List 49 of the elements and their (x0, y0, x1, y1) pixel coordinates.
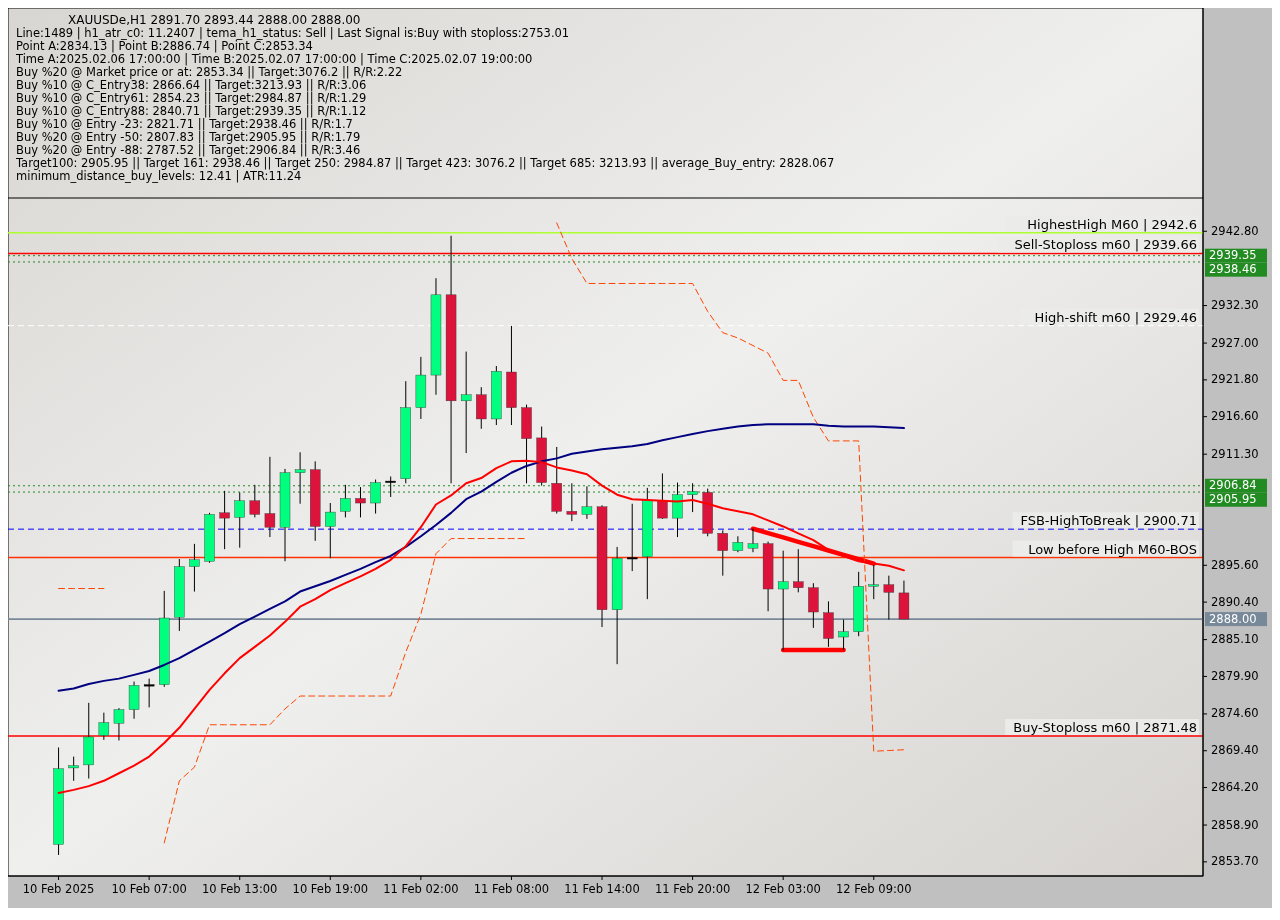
text: Buy %10 @ Entry -23: 2821.71 || Target:2938.46 || R/R:1.7 (16, 117, 353, 131)
text: Buy %20 @ Market price or at: 2853.34 || Target:3076.2 || R/R:2.22 (16, 65, 403, 79)
x-tick-label: 10 Feb 13:00 (201, 882, 278, 896)
text: Buy %10 @ C_Entry61: 2854.23 || Target:2984.87 || R/R:1.29 (16, 91, 367, 105)
ref-line-label: 2906.84 (1209, 478, 1257, 493)
y-tick-label: 2869.40 (1211, 743, 1259, 758)
text: Buy %20 @ Entry -88: 2787.52 || Target:2906.84 || R/R:3.46 (16, 143, 361, 157)
text: Point A:2834.13 | Point B:2886.74 | Point C:2853.34 (16, 39, 313, 53)
x-tick-label: 10 Feb 07:00 (111, 882, 187, 896)
x-tick-label: 11 Feb 14:00 (564, 882, 640, 896)
y-tick-label: 2932.30 (1211, 298, 1259, 313)
y-tick-label: 2858.90 (1211, 817, 1259, 832)
y-tick-label: 2911.30 (1211, 446, 1259, 461)
text: Buy %10 @ C_Entry88: 2840.71 || Target:2939.35 || R/R:1.12 (16, 104, 367, 118)
y-tick-label: 2874.60 (1211, 706, 1259, 721)
chart-title: XAUUSDe,H1 2891.70 2893.44 2888.00 2888.00 (68, 13, 361, 27)
text: Time A:2025.02.06 17:00:00 | Time B:2025.02.07 17:00:00 | Time C:2025.02.07 19:00:00 (15, 52, 533, 66)
y-tick-label: 2927.00 (1211, 335, 1259, 350)
y-tick-label: 2885.10 (1211, 632, 1259, 647)
text: Line:1489 | h1_atr_c0: 11.2407 | tema_h1_status: Sell | Last Signal is:Buy with stoploss:2753.01 (16, 26, 570, 40)
y-tick-label: 2890.40 (1211, 594, 1259, 609)
text: Target100: 2905.95 || Target 161: 2938.46 || Target 250: 2984.87 || Target 423: 3076.2 || Target 685: 3213.93 || average_Buy_entry: 2828.067 (15, 156, 835, 170)
ref-line-label: 2888.00 (1209, 611, 1257, 626)
y-tick-label: 2921.80 (1211, 372, 1259, 387)
ref-line-label: 2938.46 (1209, 262, 1257, 277)
text: Buy %20 @ Entry -50: 2807.83 || Target:2905.95 || R/R:1.79 (16, 130, 361, 144)
ref-line-label: Buy-Stoploss m60 | 2871.48 (1013, 720, 1197, 736)
text: Buy %10 @ C_Entry38: 2866.64 || Target:3213.93 || R/R:3.06 (16, 78, 367, 92)
y-tick-label: 2879.90 (1211, 668, 1259, 683)
x-tick-label: 10 Feb 2025 (22, 882, 95, 896)
ref-line-label: HighestHigh M60 | 2942.6 (1027, 216, 1197, 232)
x-tick-label: 10 Feb 19:00 (292, 882, 369, 896)
x-tick-label: 12 Feb 09:00 (836, 882, 912, 896)
y-tick-label: 2895.60 (1211, 557, 1259, 572)
x-tick-label: 11 Feb 08:00 (473, 882, 550, 896)
y-tick-label: 2864.20 (1211, 780, 1259, 795)
y-tick-label: 2942.80 (1211, 223, 1259, 238)
y-tick-label: 2853.70 (1211, 854, 1259, 869)
x-tick-label: 12 Feb 03:00 (745, 882, 821, 896)
ref-line-label: Sell-Stoploss m60 | 2939.66 (1014, 237, 1197, 253)
ref-line-label: High-shift m60 | 2929.46 (1034, 309, 1197, 325)
x-tick-label: 11 Feb 02:00 (383, 882, 459, 896)
x-tick-label: 11 Feb 20:00 (654, 882, 731, 896)
ref-line-label: 2939.35 (1209, 248, 1257, 263)
ref-line-label: 2905.95 (1209, 492, 1257, 507)
y-tick-label: 2916.60 (1211, 409, 1259, 424)
ref-line-label: FSB-HighToBreak | 2900.71 (1020, 513, 1197, 529)
ref-line-label: Low before High M60-BOS (1028, 541, 1197, 557)
text: minimum_distance_buy_levels: 12.41 | ATR:11.24 (16, 169, 302, 183)
